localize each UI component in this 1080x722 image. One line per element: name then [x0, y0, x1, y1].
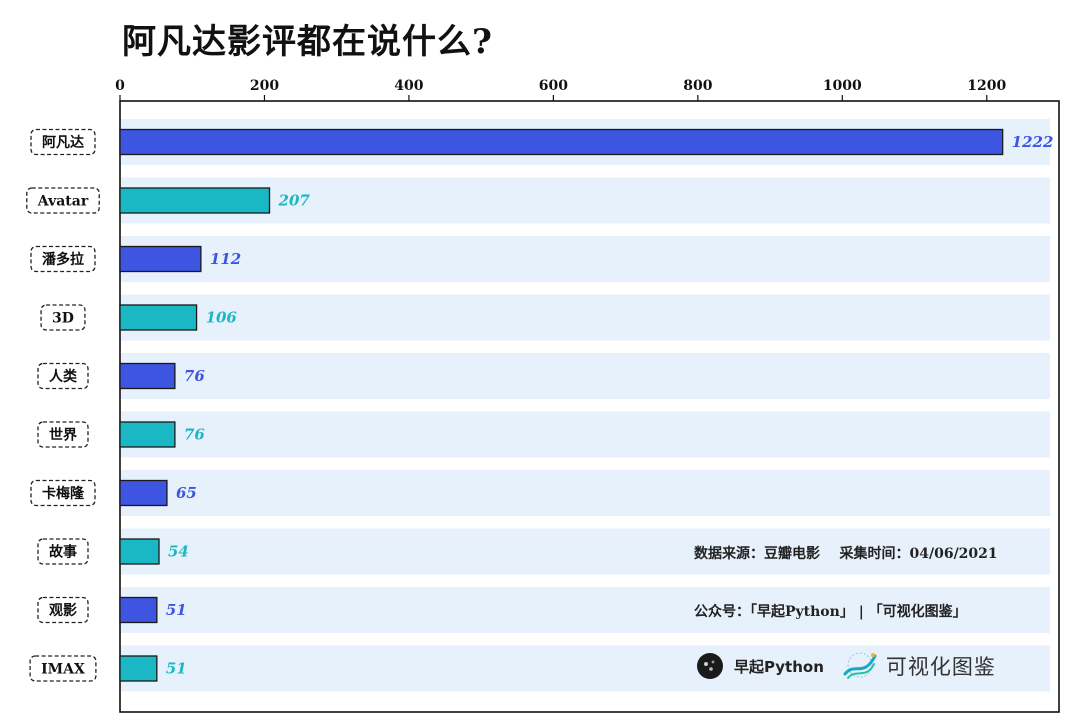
row-band [121, 177, 1050, 224]
category-label-box [40, 304, 86, 331]
value-label: 106 [206, 309, 238, 327]
bar [119, 304, 198, 331]
bar [119, 128, 1004, 156]
x-axis: 0 200 400 600 800 1000 1200 [115, 78, 1007, 101]
x-tick-label: 400 [394, 78, 423, 94]
bars [119, 128, 1004, 682]
value-label: 112 [210, 250, 241, 268]
category-label-text: 人类 [49, 368, 78, 385]
value-label: 76 [184, 367, 205, 385]
row-band [121, 645, 1050, 692]
x-tick-label: 1200 [967, 78, 1006, 94]
category-label-box [29, 655, 97, 682]
source-note: 数据来源：豆瓣电影 采集时间：04/06/2021 [694, 546, 998, 562]
category-label: Avatar [26, 187, 100, 214]
category-label-box [30, 479, 96, 507]
x-tick-label: 800 [683, 78, 712, 94]
category-label: 3D [40, 304, 86, 331]
category-label-box [30, 245, 96, 273]
category-label: 故事 [37, 538, 89, 565]
value-label: 1222 [1012, 133, 1054, 151]
row-band [121, 411, 1050, 458]
bar [119, 655, 158, 682]
x-tick-label: 0 [115, 78, 125, 94]
category-label-text: IMAX [41, 662, 85, 678]
category-label: 世界 [37, 421, 89, 448]
bar [119, 245, 202, 273]
category-label-text: 3D [52, 311, 74, 327]
category-label-box [37, 362, 89, 390]
row-band [121, 470, 1050, 516]
value-label: 207 [278, 192, 311, 210]
dark-circle-logo-icon [697, 653, 723, 679]
category-label: 人类 [37, 362, 89, 390]
category-label: 卡梅隆 [30, 479, 96, 507]
bar [119, 538, 160, 565]
category-label-text: 潘多拉 [42, 251, 84, 268]
row-band [121, 528, 1050, 575]
category-label-box [37, 538, 89, 565]
category-label-text: 故事 [49, 544, 77, 561]
plot-frame [119, 100, 1060, 713]
value-label: 76 [184, 426, 205, 444]
brand-visual-guide: 可视化图鉴 [885, 655, 996, 679]
category-label: 观影 [37, 596, 89, 624]
value-label: 65 [176, 484, 197, 502]
category-label-text: 阿凡达 [42, 134, 84, 151]
bar [119, 479, 168, 507]
row-band [121, 294, 1050, 341]
category-label-text: 观影 [49, 603, 77, 619]
value-label: 51 [166, 601, 187, 619]
chart-title: 阿凡达影评都在说什么? [122, 22, 493, 62]
category-label: 阿凡达 [30, 128, 96, 156]
category-label: IMAX [29, 655, 97, 682]
accounts-note: 公众号：「早起Python」 | 「可视化图鉴」 [694, 604, 967, 620]
row-bands [121, 119, 1050, 692]
bar [119, 596, 158, 624]
x-tick-label: 600 [539, 78, 568, 94]
x-tick-label: 1000 [823, 78, 862, 94]
category-label-box [37, 421, 89, 448]
category-label-box [30, 128, 96, 156]
bar [119, 187, 271, 214]
row-band [121, 236, 1050, 282]
brand-zaoqi-python: 早起Python [734, 657, 824, 676]
category-label-text: 卡梅隆 [42, 485, 85, 502]
value-labels: 1222 207 112 106 76 76 65 54 51 51 [166, 133, 1054, 678]
category-label-text: 世界 [49, 427, 78, 444]
value-label: 51 [166, 660, 187, 678]
bar [119, 362, 176, 390]
branding-row: 早起Python 可视化图鉴 [696, 648, 996, 684]
value-label: 54 [168, 543, 189, 561]
bar [119, 421, 176, 448]
category-label-box [37, 596, 89, 624]
ribbon-logo-icon [843, 652, 877, 679]
row-band [121, 353, 1050, 399]
category-label-text: Avatar [37, 194, 89, 210]
x-tick-label: 200 [250, 78, 279, 94]
row-band [121, 587, 1050, 633]
category-label: 潘多拉 [30, 245, 96, 273]
category-label-box [26, 187, 100, 214]
